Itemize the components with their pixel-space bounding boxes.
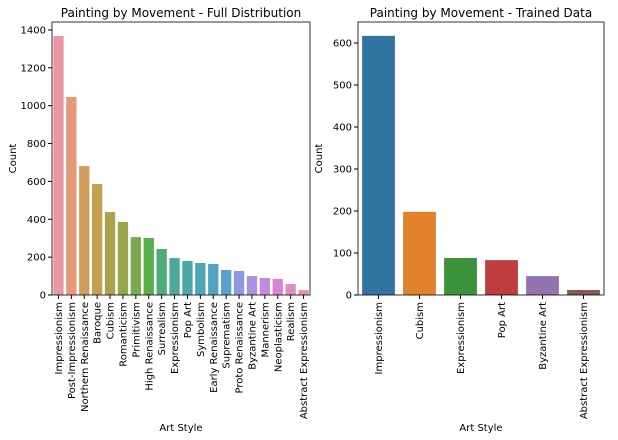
bar — [156, 248, 167, 295]
x-tick-label: Impressionism — [374, 302, 385, 374]
bar — [182, 260, 193, 295]
x-tick-label: Mannerism — [260, 302, 271, 357]
bar — [246, 276, 258, 295]
x-tick-label: Neoplasticism — [273, 302, 284, 372]
y-tick-label: 400 — [333, 123, 352, 134]
x-tick-label: Primitivism — [131, 302, 142, 358]
bar — [79, 166, 90, 295]
x-tick-label: Byzantine Art — [538, 302, 549, 370]
x-tick-label: Surrealism — [157, 302, 168, 355]
chart-title: Painting by Movement - Trained Data — [370, 6, 592, 20]
y-tick-label: 600 — [27, 177, 46, 188]
y-tick-label: 0 — [40, 291, 46, 302]
bar — [195, 263, 206, 295]
x-tick-label: Northern Renaissance — [80, 302, 91, 412]
bar — [66, 96, 77, 295]
y-tick-label: 1000 — [21, 101, 46, 112]
x-tick-label: Proto Renaissance — [235, 302, 246, 394]
chart-title: Painting by Movement - Full Distribution — [61, 6, 301, 20]
y-axis-label: Count — [314, 144, 325, 174]
y-tick-label: 500 — [333, 81, 352, 92]
x-tick-label: Pop Art — [183, 302, 194, 338]
x-tick-label: Symbolism — [196, 302, 207, 357]
x-tick-label: Romanticism — [118, 302, 129, 367]
x-tick-label: Impressionism — [54, 302, 65, 374]
x-tick-label: Cubism — [106, 302, 117, 339]
bar — [526, 276, 559, 295]
bar — [233, 270, 245, 295]
axes-frame — [357, 21, 605, 296]
y-tick-label: 200 — [27, 253, 46, 264]
axes-frame — [51, 21, 311, 296]
bar — [143, 238, 154, 295]
bar — [285, 284, 296, 295]
bar — [53, 36, 64, 296]
x-axis-label: Art Style — [159, 423, 202, 434]
y-tick-label: 200 — [333, 207, 352, 218]
x-tick-label: Byzantine Art — [247, 302, 258, 370]
bar — [220, 270, 232, 295]
bar — [130, 237, 142, 295]
bar — [403, 211, 436, 295]
x-tick-label: Early Renaissance — [209, 302, 220, 393]
bar — [298, 290, 309, 295]
x-tick-label: Abstract Expressionism — [299, 302, 310, 419]
bar — [169, 258, 180, 295]
bar — [444, 258, 477, 295]
bar — [259, 277, 271, 295]
y-tick-label: 0 — [346, 291, 352, 302]
bar — [91, 184, 103, 295]
x-tick-label: Post-Impressionism — [67, 302, 78, 399]
y-tick-label: 1400 — [21, 25, 46, 36]
x-tick-label: Expressionism — [456, 302, 467, 374]
bar — [362, 35, 395, 296]
x-tick-label: Abstract Expressionism — [579, 302, 590, 419]
x-tick-label: Pop Art — [497, 302, 508, 338]
y-tick-label: 800 — [27, 139, 46, 150]
x-tick-label: Cubism — [415, 302, 426, 339]
y-tick-label: 600 — [333, 39, 352, 50]
y-tick-label: 1200 — [21, 63, 46, 74]
y-tick-label: 400 — [27, 215, 46, 226]
x-tick-label: Baroque — [93, 302, 104, 344]
y-tick-label: 100 — [333, 249, 352, 260]
x-axis-label: Art Style — [459, 423, 502, 434]
y-tick-label: 300 — [333, 165, 352, 176]
x-tick-label: Expressionism — [170, 302, 181, 374]
bar — [208, 263, 219, 295]
bar — [104, 212, 116, 295]
bar — [567, 289, 600, 295]
y-axis-label: Count — [8, 144, 19, 174]
x-tick-label: High Renaissance — [144, 302, 155, 391]
x-tick-label: Suprematism — [222, 302, 233, 369]
bar — [272, 278, 283, 295]
x-tick-label: Realism — [286, 302, 297, 341]
bar — [117, 221, 129, 295]
bar — [485, 260, 518, 295]
